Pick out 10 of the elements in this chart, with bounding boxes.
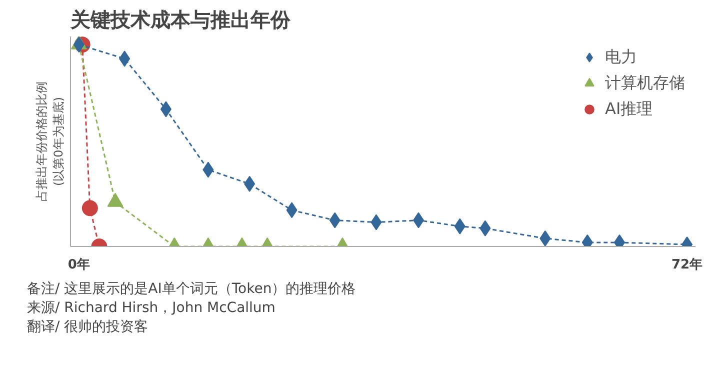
text: 备注/ 这里展示的是AI单个词元（Token）的推理价格	[27, 280, 356, 299]
legend-label: AI推理	[605, 98, 653, 120]
legend-label: 计算机存储	[605, 72, 685, 94]
text: 翻译/ 很帅的投资客	[27, 318, 150, 337]
x-tick-label: 0年	[68, 258, 90, 272]
x-tick-label: 72年	[672, 258, 703, 272]
source-note: 来源/ Richard Hirsh，John McCallum	[27, 298, 276, 318]
legend-label: 电力	[605, 46, 637, 68]
y-axis-title: 占推出年份价格的比例 (以第0年为基底)	[34, 82, 66, 202]
chart-title: 关键技术成本与推出年份	[70, 8, 292, 32]
